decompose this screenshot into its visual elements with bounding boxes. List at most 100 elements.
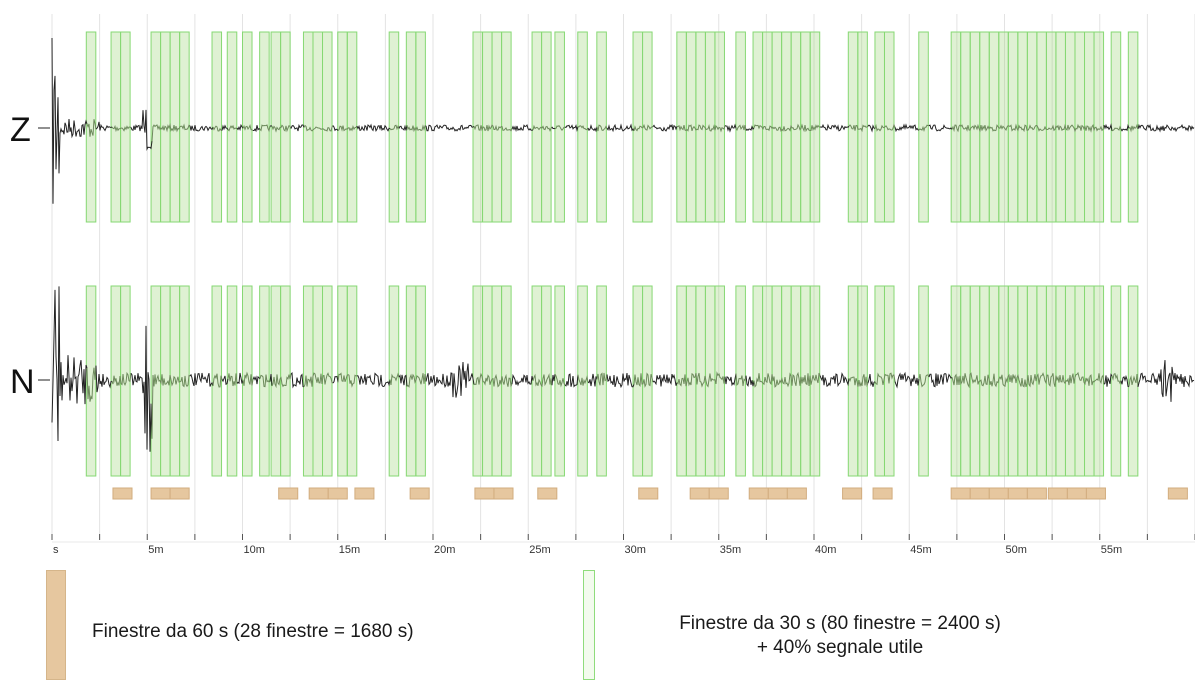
trace-segment	[221, 124, 229, 131]
trace-segment	[86, 119, 97, 137]
trace-segment	[532, 124, 553, 132]
window-30s	[346, 31, 358, 223]
trace-segment	[532, 373, 553, 388]
trace-segment	[290, 371, 305, 389]
window-60s	[1007, 487, 1028, 500]
trace-segment	[1137, 123, 1195, 133]
window-60s	[638, 487, 659, 500]
trace-segment	[652, 123, 678, 132]
window-60s	[950, 487, 971, 500]
trace-segment	[606, 123, 635, 133]
window-30s	[1110, 31, 1122, 223]
window-30s	[1045, 285, 1057, 477]
trace-segment	[918, 124, 930, 133]
window-30s	[596, 285, 607, 477]
trace-segment	[819, 372, 850, 388]
trace-segment	[577, 125, 589, 131]
window-30s	[781, 31, 792, 223]
trace-segment	[724, 373, 737, 387]
trace-segment	[1128, 123, 1139, 133]
window-60s	[327, 487, 348, 500]
trace-segment	[95, 121, 113, 132]
window-30s	[883, 31, 895, 223]
window-30s	[988, 31, 1000, 223]
trace-segment	[554, 373, 566, 388]
trace-segment	[236, 372, 244, 385]
legend-swatch-30s	[583, 570, 595, 680]
trace-segment	[389, 124, 400, 131]
window-60s	[1026, 487, 1047, 500]
window-60s	[748, 487, 769, 500]
trace-segment	[332, 125, 339, 132]
trace-segment	[587, 124, 598, 133]
window-60s	[786, 487, 807, 500]
trace-segment	[596, 124, 608, 132]
trace-segment	[337, 125, 358, 132]
trace-segment	[337, 372, 358, 388]
window-60s	[278, 487, 299, 500]
window-30s	[1093, 285, 1105, 477]
trace-segment	[95, 365, 113, 393]
trace-segment	[1128, 374, 1139, 387]
window-30s	[704, 285, 716, 477]
trace-segment	[473, 124, 513, 132]
traces	[51, 37, 1195, 452]
window-60s	[150, 487, 171, 500]
trace-segment	[551, 374, 556, 386]
legend-swatch-60s	[46, 570, 66, 680]
trace-segment	[724, 123, 737, 133]
x-tick-label: s	[53, 544, 59, 556]
trace-segment	[753, 371, 821, 388]
window-30s	[1074, 285, 1086, 477]
trace-segment	[848, 374, 869, 388]
trace-segment	[189, 125, 214, 132]
trace-segment	[425, 124, 475, 132]
window-60s	[708, 487, 729, 500]
window-30s	[169, 31, 181, 223]
window-60s	[872, 487, 893, 500]
window-30s	[259, 31, 270, 223]
x-tick-label: 5m	[148, 544, 163, 556]
window-30s	[415, 31, 426, 223]
window-60s	[169, 487, 190, 500]
window-60s	[409, 487, 430, 500]
channel-label-Z: Z	[10, 111, 31, 149]
trace-segment	[398, 374, 408, 387]
channel-labels: ZN	[10, 111, 50, 401]
trace-segment	[867, 124, 876, 133]
window-30s	[531, 285, 543, 477]
trace-segment	[1120, 123, 1130, 132]
trace-segment	[676, 124, 726, 133]
trace-segment	[242, 124, 254, 131]
trace-segment	[290, 123, 305, 132]
window-30s	[211, 285, 223, 477]
window-30s	[918, 31, 929, 223]
trace-segment	[259, 124, 271, 133]
trace-segment	[577, 374, 589, 386]
trace-segment	[51, 286, 88, 442]
trace-N	[51, 286, 1195, 452]
trace-segment	[633, 123, 654, 132]
x-tick-label: 20m	[434, 544, 455, 556]
trace-segment	[151, 123, 191, 142]
x-tick-label: 40m	[815, 544, 836, 556]
trace-segment	[874, 123, 896, 132]
window-30s	[259, 285, 270, 477]
trace-segment	[425, 361, 475, 398]
trace-segment	[848, 124, 869, 133]
window-30s	[322, 285, 333, 477]
trace-segment	[227, 124, 238, 132]
trace-segment	[303, 124, 334, 132]
windows-30s	[85, 31, 1139, 477]
window-60s	[308, 487, 329, 500]
window-30s	[501, 31, 512, 223]
window-30s	[1026, 31, 1038, 223]
window-30s	[918, 285, 929, 477]
window-60s	[767, 487, 788, 500]
window-60s	[842, 487, 863, 500]
trace-segment	[356, 123, 391, 132]
trace-segment	[928, 124, 953, 132]
trace-segment	[928, 373, 953, 388]
trace-segment	[151, 374, 191, 439]
